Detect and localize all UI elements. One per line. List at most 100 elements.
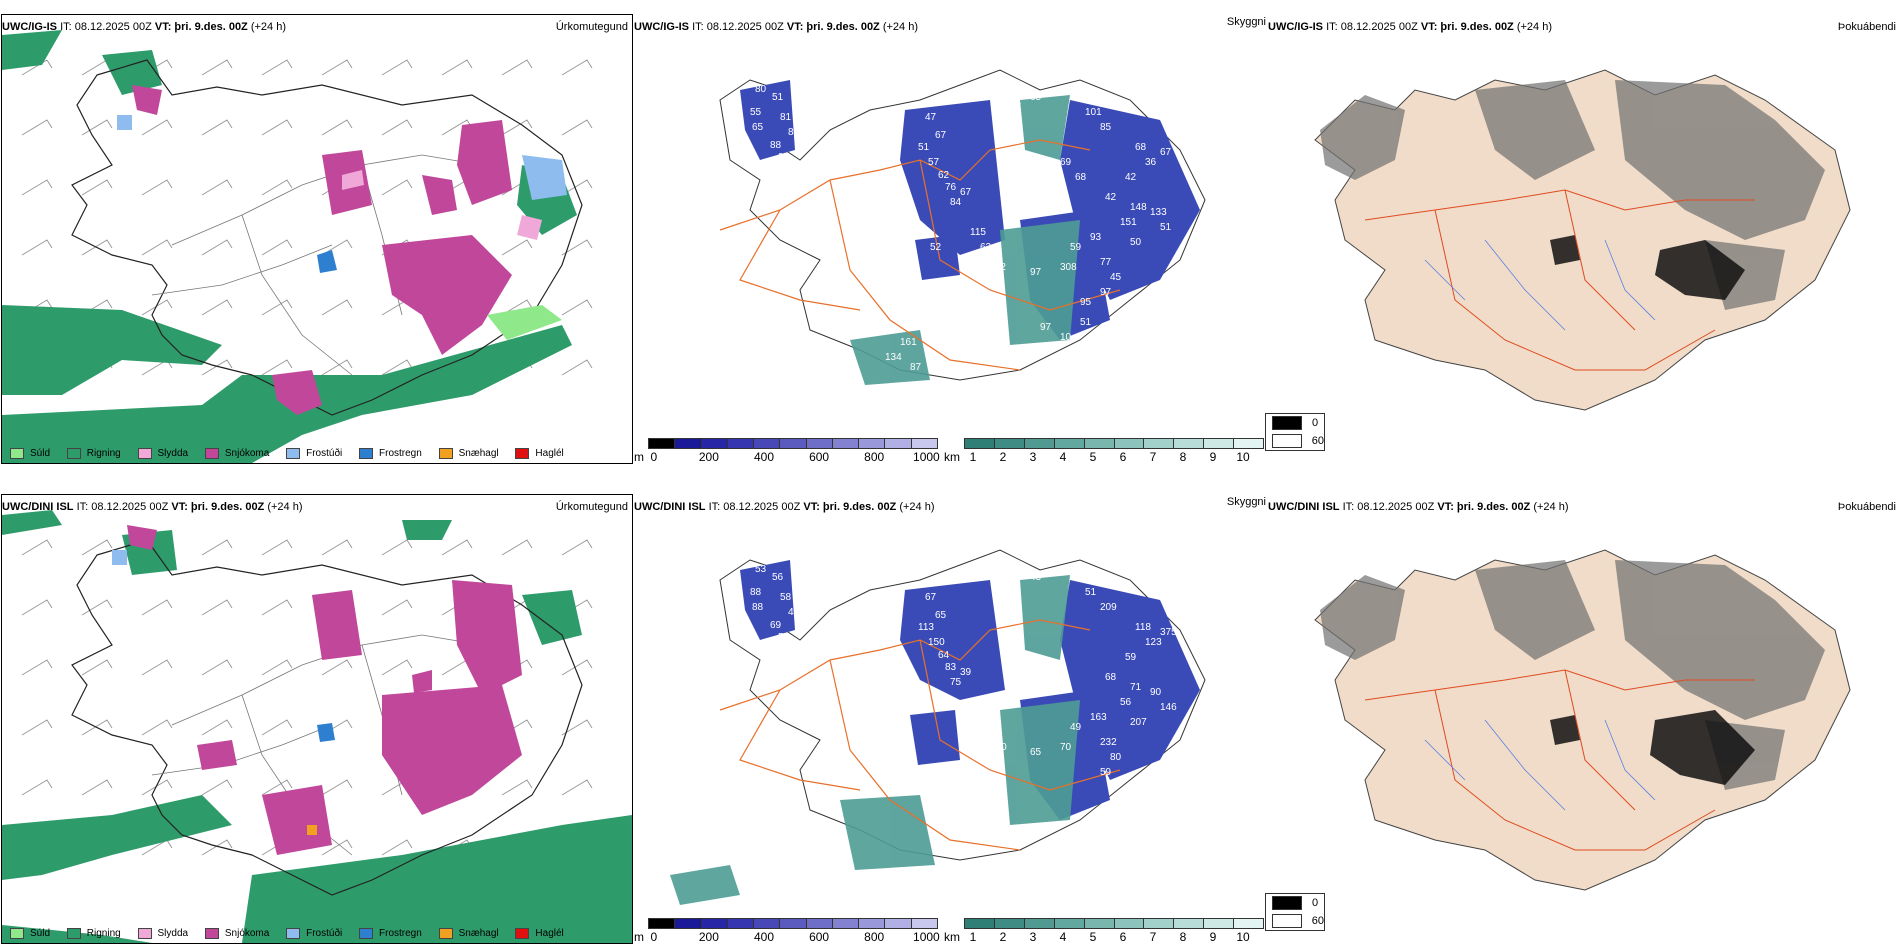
vis-header-row1: UWC/IG-IS IT: 08.12.2025 00Z VT: þri. 9.…: [634, 21, 918, 34]
visibility-value: 45: [788, 607, 800, 618]
visibility-value: 67: [1160, 147, 1172, 158]
colorbar-cells: [964, 918, 1264, 929]
precip-map-svg: [2, 30, 593, 463]
visibility-value: 84: [950, 197, 962, 208]
colorbar-unit: m: [634, 930, 644, 944]
visibility-value: 69: [1060, 157, 1072, 168]
visibility-value: 90: [1150, 687, 1162, 698]
model-name: UWC/DINI ISL: [1268, 501, 1340, 513]
legend-swatch: [204, 448, 219, 459]
visibility-value: 10: [1060, 332, 1072, 343]
init-time: IT: 08.12.2025 00Z: [1326, 21, 1418, 33]
legend-label: Snæhagl: [458, 448, 499, 459]
valid-time: VT: þri. 9.des. 00Z: [786, 21, 880, 33]
visibility-value: 80: [1110, 752, 1122, 763]
visibility-value: 58: [780, 592, 792, 603]
snow-pellet-areas: [307, 825, 317, 835]
visibility-value: 146: [1160, 702, 1177, 713]
tick: 1000: [913, 450, 940, 464]
visibility-value: 88: [770, 140, 782, 151]
panel-title: Þokuábendi: [1837, 501, 1896, 513]
tick: 3: [1029, 930, 1037, 944]
visibility-value: 67: [935, 130, 947, 141]
snow-areas: [127, 525, 522, 855]
fog-map-row2[interactable]: [1305, 520, 1885, 910]
visibility-value: 39: [960, 667, 972, 678]
visibility-value: 68: [1075, 172, 1087, 183]
iceland-coast: [71, 539, 583, 896]
tick: 400: [753, 930, 775, 944]
visibility-value: 62: [938, 170, 950, 181]
visibility-value: 68: [1105, 672, 1117, 683]
colorbar-unit: km: [944, 930, 960, 944]
visibility-value: 42: [1105, 192, 1117, 203]
model-name: UWC/IG-IS: [2, 21, 57, 33]
visibility-value: 90: [778, 152, 790, 163]
tick: 4: [1059, 450, 1067, 464]
fog-title-row2: Þokuábendi: [1800, 501, 1896, 514]
precip-map-row2[interactable]: Súld Rigning Slydda Snjókoma Frostúði Fr…: [1, 494, 633, 944]
fog-title-row1: Þokuábendi: [1800, 21, 1896, 34]
visibility-value: 112: [990, 262, 1006, 273]
lead-time: (+24 h): [899, 501, 935, 513]
fog-map-row1[interactable]: [1305, 40, 1885, 430]
tick: 200: [698, 450, 719, 464]
model-name: UWC/DINI ISL: [2, 501, 74, 513]
visibility-value: 47: [925, 112, 937, 123]
visibility-colorbar-row2: km 1 2 3 4 5 6 7 8 9 10: [944, 918, 1264, 944]
legend-swatch: [438, 448, 453, 459]
init-time: IT: 08.12.2025 00Z: [692, 21, 784, 33]
legend-label: Súld: [30, 928, 51, 939]
visibility-value: 232: [1100, 737, 1117, 748]
visibility-value: 55: [750, 107, 762, 118]
tick: 5: [1089, 450, 1097, 464]
tick: 1: [969, 450, 977, 464]
fog-legend-label: 60: [1311, 435, 1324, 447]
fog-swatch: [1272, 416, 1302, 430]
valid-time: VT: þri. 9.des. 00Z: [171, 501, 265, 513]
visibility-value: 65: [935, 610, 947, 621]
legend-label: Frostregn: [379, 448, 422, 459]
roads: [719, 619, 1121, 851]
legend-swatch: [515, 448, 530, 459]
init-time: IT: 08.12.2025 00Z: [708, 501, 801, 513]
visibility-value: 49: [1070, 722, 1082, 733]
tick: 2: [999, 930, 1007, 944]
visibility-value: 65: [1030, 747, 1042, 758]
visibility-value: 57: [1045, 342, 1057, 353]
visibility-value: 207: [1130, 717, 1147, 728]
visibility-value: 36: [1145, 157, 1157, 168]
precip-map-row1[interactable]: Súld Rigning Slydda Snjókoma Frostúði Fr…: [1, 14, 633, 464]
legend-item-2: Slydda: [137, 448, 188, 459]
legend-swatch: [286, 928, 301, 939]
legend-label: Frostúði: [306, 448, 343, 459]
legend-item-1: Rigning: [66, 928, 121, 939]
row-1: Súld Rigning Slydda Snjókoma Frostúði Fr…: [0, 0, 1900, 470]
legend-label: Slydda: [157, 928, 189, 939]
legend-swatch: [137, 928, 152, 939]
valid-time: VT: þri. 9.des. 00Z: [1420, 21, 1514, 33]
panel-title: Úrkomutegund: [555, 21, 628, 33]
valid-time: VT: þri. 9.des. 00Z: [1437, 501, 1531, 513]
tick: 200: [698, 930, 719, 944]
precip-header-row1: UWC/IG-IS IT: 08.12.2025 00Z VT: þri. 9.…: [2, 21, 286, 34]
model-name: UWC/IG-IS: [1268, 21, 1323, 33]
visibility-value: 88: [752, 602, 764, 613]
visibility-value: 51: [1080, 317, 1092, 328]
visibility-value: 69: [770, 620, 782, 631]
snow-areas: [132, 85, 512, 415]
visibility-value: 43: [1030, 572, 1042, 583]
visibility-value: 65: [1030, 92, 1042, 103]
visibility-value: 150: [928, 637, 945, 648]
tick: 1: [969, 930, 977, 944]
visibility-value: 85: [1100, 122, 1112, 133]
vis-title-row2: Skyggni: [1170, 496, 1266, 509]
legend-item-2: Slydda: [137, 928, 189, 939]
tick: 8: [1179, 930, 1187, 944]
legend-swatch: [359, 448, 374, 459]
visibility-value: 71: [1130, 682, 1142, 693]
legend-swatch: [359, 928, 374, 939]
fog-legend-row1: 0 60: [1265, 413, 1325, 451]
